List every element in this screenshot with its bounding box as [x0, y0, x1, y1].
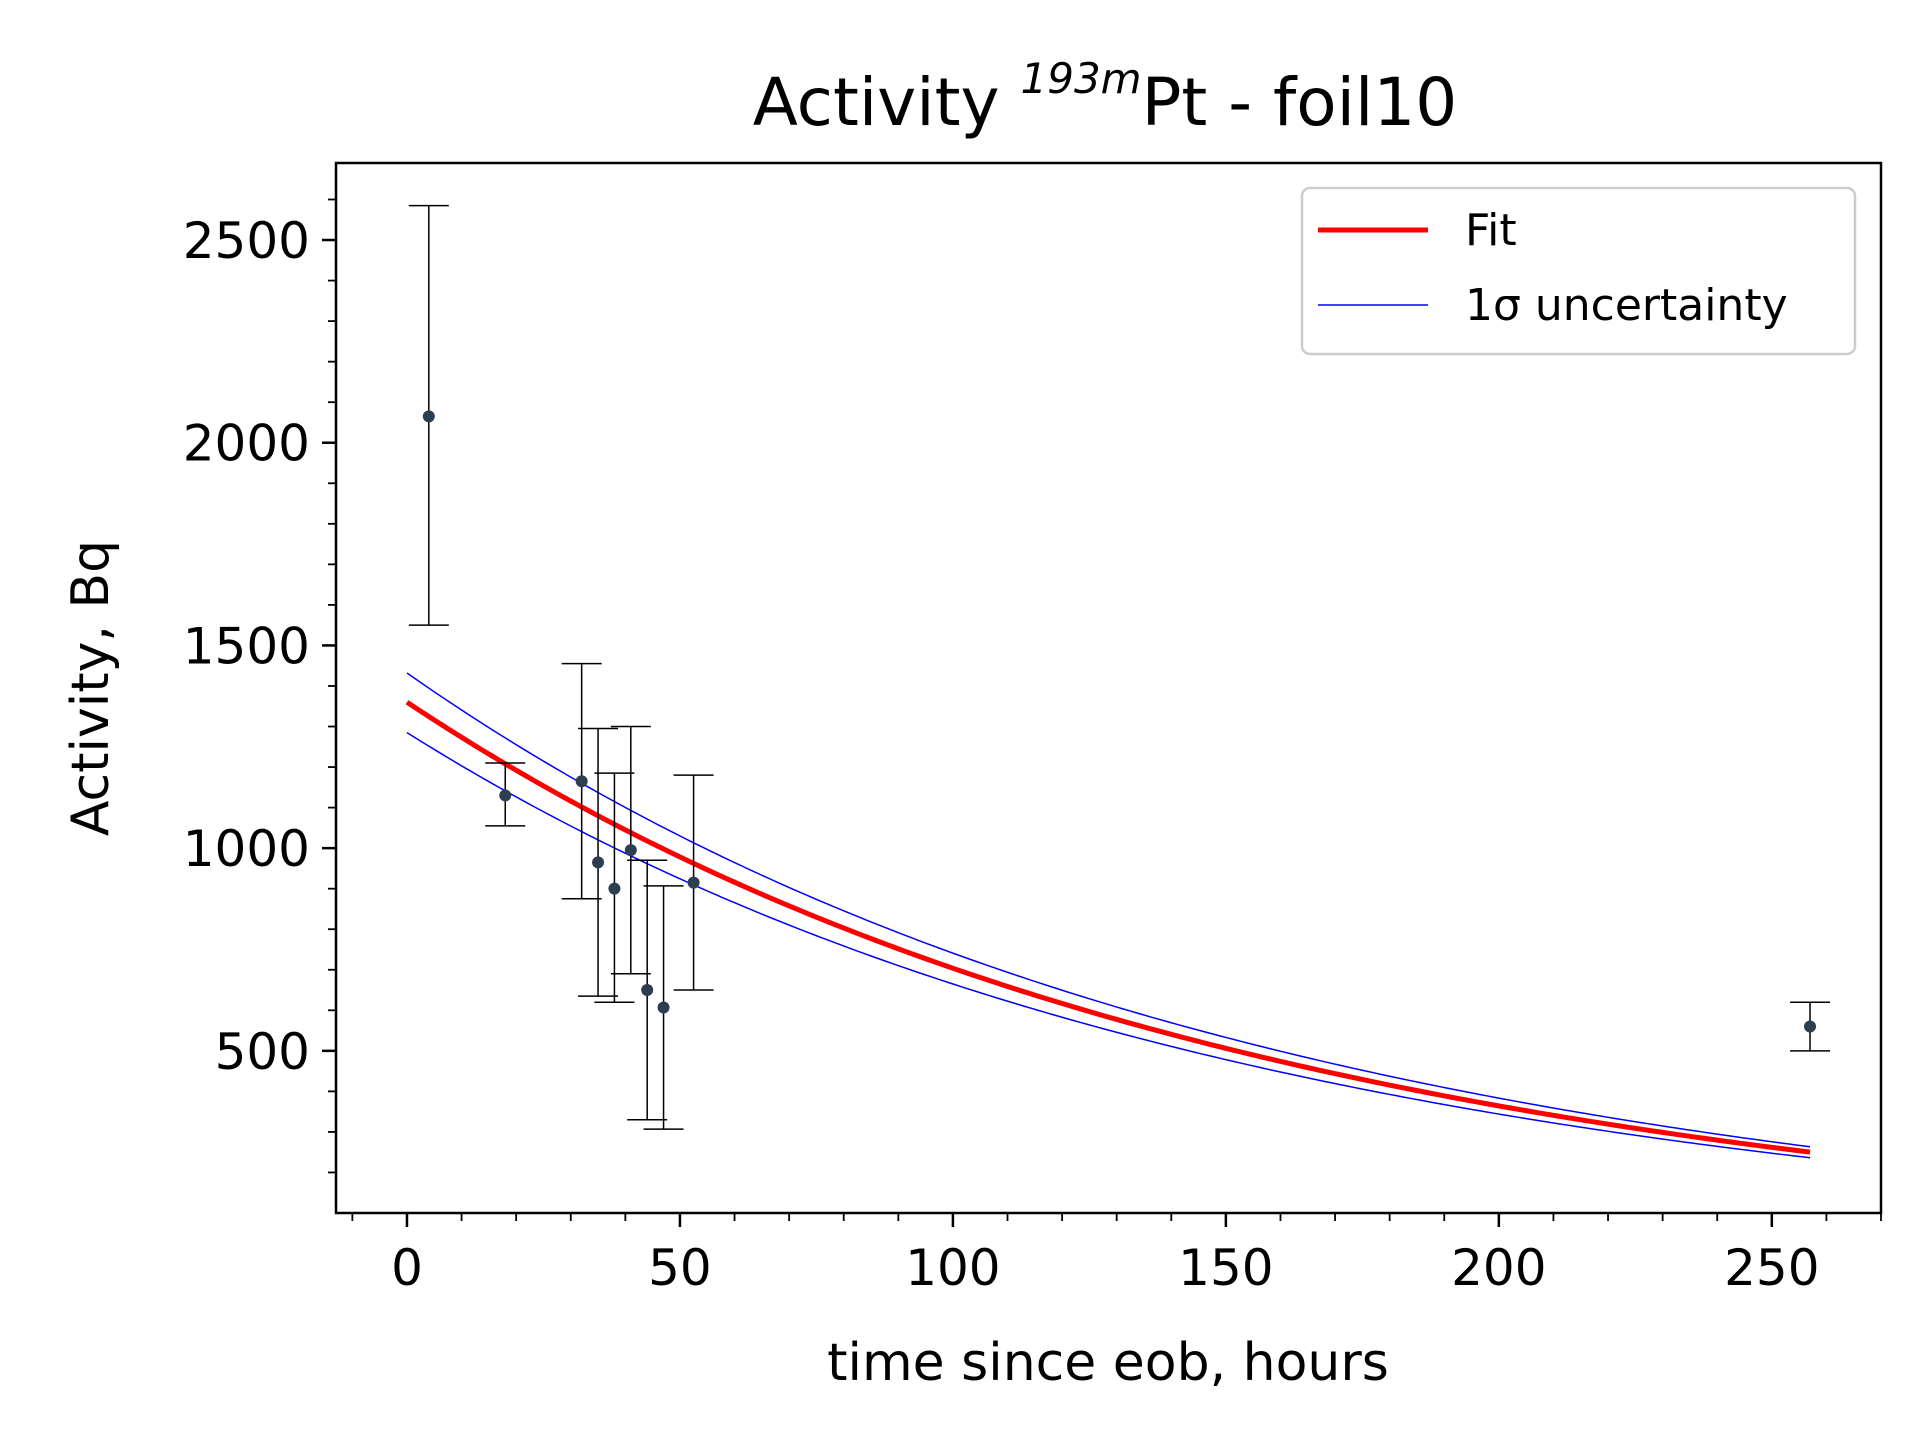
data-point — [1804, 1020, 1817, 1033]
data-point-group — [594, 772, 635, 1003]
y-tick-label: 1500 — [183, 617, 310, 675]
data-point-group — [610, 725, 651, 975]
data-point — [641, 984, 654, 997]
data-point — [687, 876, 700, 889]
legend-uncertainty-label: 1σ uncertainty — [1465, 280, 1788, 331]
data-point — [575, 775, 588, 788]
plot-area — [405, 204, 1831, 1159]
x-tick-label: 200 — [1451, 1239, 1546, 1297]
uncertainty-upper-line — [406, 672, 1811, 1148]
y-tick-label: 2000 — [183, 415, 310, 473]
y-tick-label: 1000 — [183, 820, 310, 878]
x-tick-label: 0 — [391, 1239, 423, 1297]
x-tick-label: 50 — [648, 1239, 712, 1297]
x-axis-label: time since eob, hours — [827, 1333, 1389, 1393]
legend: Fit 1σ uncertainty — [1300, 186, 1857, 356]
data-point-group — [561, 662, 602, 900]
data-point-group — [627, 859, 668, 1121]
x-tick-label: 100 — [905, 1239, 1000, 1297]
legend-box — [1300, 186, 1857, 356]
data-point — [499, 789, 512, 802]
data-point — [422, 410, 435, 423]
axes: 0 50 100 150 200 250 500 1000 1500 2000 2500 — [183, 198, 1882, 1297]
legend-fit-label: Fit — [1465, 205, 1517, 256]
x-tick-label: 150 — [1178, 1239, 1273, 1297]
y-tick-label: 2500 — [183, 212, 310, 270]
y-axis-label: Activity, Bq — [61, 540, 121, 836]
data-point-group — [673, 774, 714, 991]
data-point-group — [1790, 1001, 1831, 1052]
data-point — [657, 1001, 670, 1014]
x-tick-label: 250 — [1724, 1239, 1819, 1297]
data-point — [592, 856, 605, 869]
chart-title: Activity 193mPt - foil10 — [753, 54, 1458, 141]
plot-frame — [334, 161, 1883, 1215]
data-point — [608, 882, 621, 895]
fit-line — [405, 700, 1811, 1155]
y-tick-label: 500 — [215, 1023, 310, 1081]
data-point-group — [485, 762, 526, 827]
data-point — [624, 844, 637, 857]
data-point-group — [408, 204, 449, 626]
data-point-group — [643, 885, 684, 1130]
